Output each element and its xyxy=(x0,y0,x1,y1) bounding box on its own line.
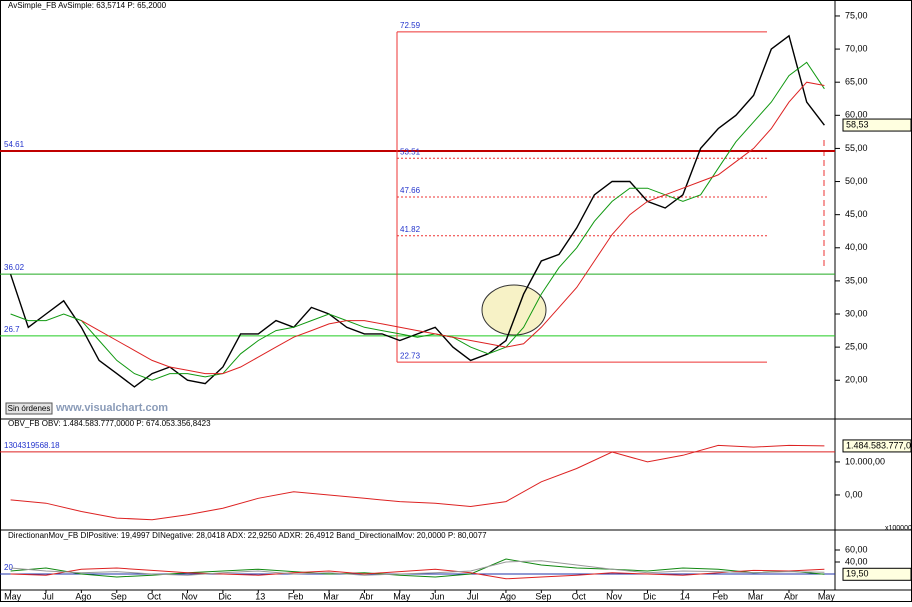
x-tick-label: Oct xyxy=(572,591,587,601)
x-tick-label: Oct xyxy=(147,591,162,601)
series-line xyxy=(10,61,825,381)
x-tick-label: Abr xyxy=(359,591,373,601)
y-tick-label: 55,00 xyxy=(845,143,868,153)
y-tick-label: 60,00 xyxy=(845,544,868,554)
fib-label: 47.66 xyxy=(400,186,421,195)
orders-button-label[interactable]: Sin órdenes xyxy=(8,404,51,413)
x-tick-label: May xyxy=(393,591,411,601)
x-tick-label: Jul xyxy=(467,591,479,601)
x-tick-label: 13 xyxy=(255,591,265,601)
fib-label: 53.51 xyxy=(400,147,421,156)
scale-note: x100000 xyxy=(885,525,912,532)
x-tick-label: Dic xyxy=(643,591,656,601)
current-value-label: 1.484.583.777,0 xyxy=(846,440,911,450)
x-tick-label: Mar xyxy=(323,591,339,601)
y-tick-label: 35,00 xyxy=(845,275,868,285)
level-label: 54.61 xyxy=(4,140,25,149)
x-tick-label: Sep xyxy=(535,591,551,601)
fib-label: 22.73 xyxy=(400,351,421,360)
y-tick-label: 25,00 xyxy=(845,342,868,352)
panel-title: DirectionanMov_FB DIPositive: 19,4997 DI… xyxy=(8,531,487,540)
series-line xyxy=(81,81,825,375)
x-tick-label: Abr xyxy=(784,591,798,601)
highlight-ellipse xyxy=(481,284,547,336)
x-tick-label: Dic xyxy=(218,591,231,601)
series-line xyxy=(10,558,825,578)
y-tick-label: 40,00 xyxy=(845,242,868,252)
level-label: 20 xyxy=(4,563,13,572)
orders-button[interactable] xyxy=(5,402,53,415)
current-value-label: 58,53 xyxy=(846,119,869,129)
y-tick-label: 75,00 xyxy=(845,10,868,20)
level-label: 36.02 xyxy=(4,263,25,272)
watermark: www.visualchart.com xyxy=(55,402,168,414)
x-tick-label: Ago xyxy=(75,591,91,601)
series-line xyxy=(10,567,825,580)
y-tick-label: 10.000,00 xyxy=(845,456,885,466)
x-tick-label: Feb xyxy=(712,591,728,601)
y-tick-label: 40,00 xyxy=(845,556,868,566)
x-tick-label: Nov xyxy=(182,591,199,601)
y-tick-label: 0,00 xyxy=(845,489,863,499)
y-tick-label: 70,00 xyxy=(845,43,868,53)
x-tick-label: Mar xyxy=(748,591,764,601)
y-tick-label: 60,00 xyxy=(845,110,868,120)
fib-label: 41.82 xyxy=(400,225,421,234)
current-value-label: 19,50 xyxy=(846,569,869,579)
current-value-box xyxy=(842,567,912,581)
current-value-box xyxy=(842,439,912,453)
current-value-box xyxy=(842,118,912,132)
x-tick-label: May xyxy=(818,591,836,601)
level-label: 26.7 xyxy=(4,325,20,334)
level-label: 1304319568.18 xyxy=(4,441,60,450)
x-tick-label: 14 xyxy=(680,591,690,601)
x-tick-label: Sep xyxy=(111,591,127,601)
y-tick-label: 65,00 xyxy=(845,77,868,87)
x-tick-label: Jun xyxy=(430,591,445,601)
y-tick-label: 50,00 xyxy=(845,176,868,186)
y-tick-label: 45,00 xyxy=(845,209,868,219)
panel-title: AvSimple_FB AvSimple: 63,5714 P: 65,2000 xyxy=(8,1,167,10)
x-tick-label: Nov xyxy=(606,591,623,601)
fib-label: 72.59 xyxy=(400,21,421,30)
y-tick-label: 30,00 xyxy=(845,308,868,318)
series-line xyxy=(10,444,825,521)
x-tick-label: Jul xyxy=(42,591,54,601)
series-line xyxy=(10,560,825,576)
x-tick-label: Feb xyxy=(288,591,304,601)
x-tick-label: Ago xyxy=(500,591,516,601)
panel-title: OBV_FB OBV: 1.484.583.777,0000 P: 674.05… xyxy=(8,419,211,428)
y-tick-label: 20,00 xyxy=(845,375,868,385)
x-tick-label: May xyxy=(4,591,22,601)
